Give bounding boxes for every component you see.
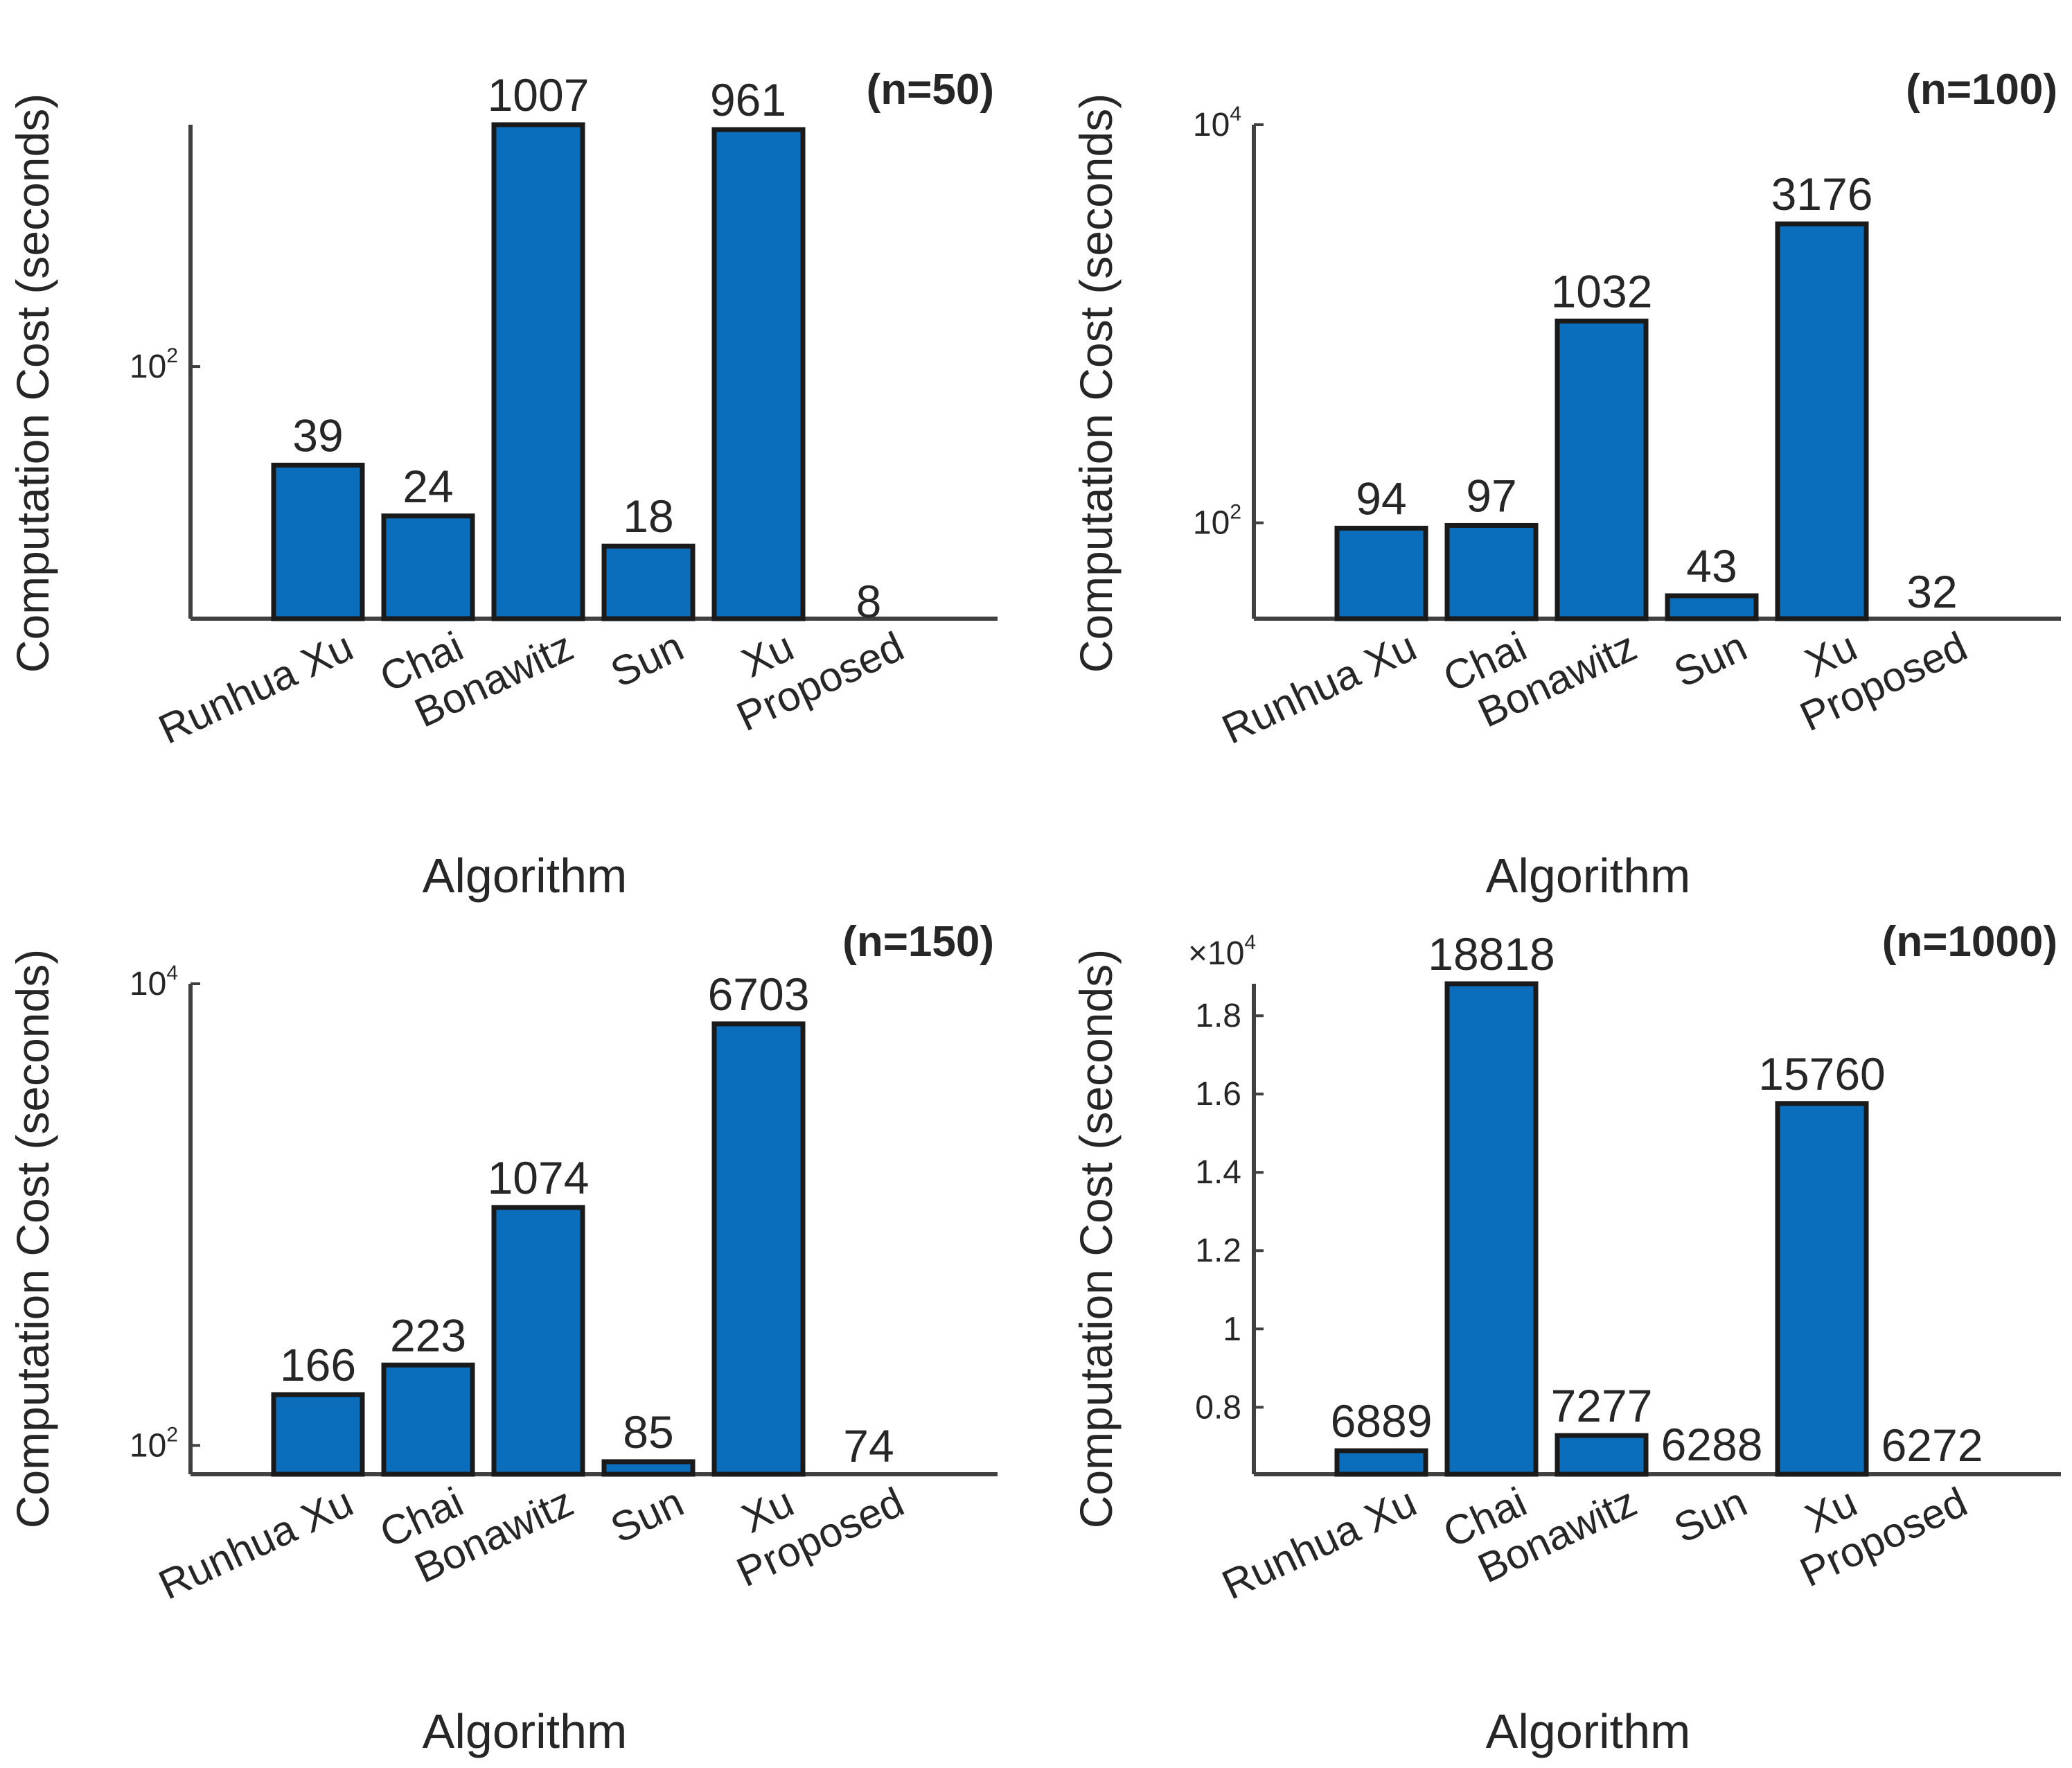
bar-value-label: 223 [390, 1309, 466, 1361]
x-tick-label: Sun [603, 1478, 690, 1552]
bar-value-label: 85 [623, 1406, 673, 1458]
x-axis-title: Algorithm [423, 849, 628, 903]
y-tick-label: 0.8 [1195, 1389, 1241, 1426]
panel-annotation: (n=50) [867, 66, 994, 114]
bar-sun [601, 1459, 696, 1477]
bar-value-label: 961 [710, 74, 786, 125]
bar-bonawitz [491, 1205, 585, 1477]
bar-value-label: 8 [856, 576, 882, 627]
x-axis-title: Algorithm [423, 1704, 628, 1758]
bar-value-label: 6272 [1881, 1420, 1983, 1471]
y-tick-label: 1.8 [1195, 998, 1241, 1034]
panel-annotation: (n=1000) [1882, 918, 2057, 966]
bar-value-label: 3176 [1771, 168, 1873, 220]
bar-value-label: 6889 [1331, 1395, 1433, 1447]
bar-bonawitz [1555, 1433, 1649, 1477]
x-tick-label: Runhua Xu [1215, 1478, 1423, 1609]
bar-runhua-xu [1334, 525, 1428, 621]
bar-value-label: 166 [280, 1339, 356, 1390]
y-tick-label: 104 [130, 962, 178, 1002]
bar-chai [381, 1362, 475, 1477]
bar-value-label: 6703 [708, 969, 810, 1020]
bar-value-label: 97 [1466, 470, 1516, 521]
bar-value-label: 1007 [488, 69, 590, 121]
bar-bonawitz [491, 122, 585, 621]
y-tick-label: 1.4 [1195, 1154, 1241, 1191]
y-axis-title: Computation Cost (seconds) [1070, 94, 1122, 673]
bar-value-label: 18 [623, 490, 673, 542]
x-axis-title: Algorithm [1486, 1704, 1691, 1758]
x-tick-label: Sun [1667, 623, 1753, 696]
bar-value-label: 7277 [1551, 1380, 1653, 1431]
y-tick-label: 104 [1193, 103, 1241, 143]
y-axis-title: Computation Cost (seconds) [1070, 949, 1122, 1528]
axis-multiplier: ×104 [1188, 931, 1256, 972]
bar-chai [1444, 981, 1539, 1477]
bar-value-label: 1074 [488, 1152, 590, 1203]
y-axis-title: Computation Cost (seconds) [7, 949, 58, 1528]
y-tick-label: 102 [130, 344, 178, 385]
y-tick-label: 1.2 [1195, 1232, 1241, 1269]
x-tick-label: Sun [1667, 1478, 1753, 1552]
bar-xu [711, 1021, 806, 1477]
bar-value-label: 39 [292, 409, 343, 461]
y-axis-title: Computation Cost (seconds) [7, 94, 58, 673]
panel-annotation: (n=150) [842, 918, 994, 966]
bar-value-label: 24 [402, 461, 453, 512]
x-axis-title: Algorithm [1486, 849, 1691, 903]
panel-annotation: (n=100) [1906, 66, 2057, 114]
bar-value-label: 15760 [1758, 1048, 1886, 1099]
bar-runhua-xu [271, 1392, 365, 1477]
bar-runhua-xu [1334, 1448, 1428, 1477]
x-tick-label: Runhua Xu [152, 1478, 360, 1609]
bar-value-label: 94 [1356, 472, 1406, 524]
bar-value-label: 1032 [1551, 265, 1653, 317]
bar-value-label: 6288 [1661, 1419, 1763, 1470]
x-tick-label: Runhua Xu [152, 623, 360, 753]
bar-value-label: 74 [843, 1420, 894, 1471]
bar-runhua-xu [271, 462, 365, 621]
bar-xu [1775, 221, 1869, 621]
bar-xu [1775, 1101, 1869, 1477]
bar-chai [1444, 522, 1539, 621]
y-tick-label: 102 [130, 1423, 178, 1464]
bar-xu [711, 127, 806, 621]
bar-chai [381, 513, 475, 621]
x-tick-label: Runhua Xu [1215, 623, 1423, 753]
bar-sun [601, 543, 696, 621]
y-tick-label: 1 [1223, 1311, 1241, 1347]
bar-bonawitz [1555, 318, 1649, 621]
bar-value-label: 32 [1906, 566, 1957, 617]
bar-value-label: 18818 [1428, 928, 1555, 980]
y-tick-label: 102 [1193, 501, 1241, 542]
bar-sun [1665, 593, 1759, 621]
y-tick-label: 1.6 [1195, 1076, 1241, 1113]
x-tick-label: Sun [603, 623, 690, 696]
bar-value-label: 43 [1686, 540, 1737, 592]
